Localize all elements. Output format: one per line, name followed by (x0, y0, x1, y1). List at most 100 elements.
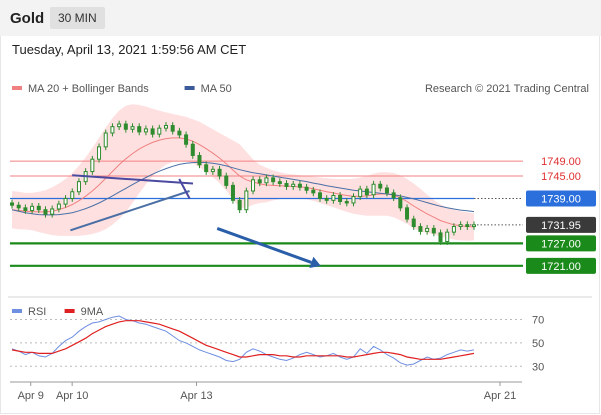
candle (63, 195, 68, 208)
candle (170, 122, 175, 135)
candle (277, 178, 282, 187)
candle (16, 201, 21, 212)
level-tag-1: 1745.00 (541, 171, 581, 183)
rsi-tick-2: 30 (532, 361, 544, 373)
candle (143, 125, 148, 136)
bollinger-band (12, 104, 474, 241)
candle (36, 202, 41, 214)
level-label-1: 1745.00 (541, 171, 581, 183)
candle (304, 183, 309, 194)
candle (177, 127, 182, 139)
x-tick-label-0: Apr 9 (18, 390, 44, 402)
symbol-title: Gold (10, 10, 45, 27)
candle (351, 193, 356, 207)
rsi-tick-1: 50 (532, 338, 544, 350)
header-bar: Gold 30 MIN (0, 0, 601, 36)
candle (70, 188, 75, 202)
x-tick-label-1: Apr 10 (56, 390, 88, 402)
level-label-2: 1739.00 (541, 193, 581, 205)
candle (50, 205, 55, 218)
rsi-legend-swatch-1 (64, 309, 75, 313)
x-tick-label-3: Apr 21 (484, 390, 516, 402)
candle (405, 204, 410, 223)
candle (103, 129, 108, 151)
candle (257, 176, 262, 187)
candle (418, 223, 423, 235)
level-label-5: 1721.00 (541, 261, 581, 273)
ma50-line (11, 161, 475, 216)
candle (291, 180, 296, 190)
candle (197, 152, 202, 169)
candle (451, 223, 456, 236)
level-tag-3: 1731.95 (526, 216, 596, 233)
candle (311, 186, 316, 197)
rsi-legend: RSI 9MA (12, 306, 104, 318)
level-label-0: 1749.00 (541, 156, 581, 168)
candle (264, 174, 269, 187)
main-legend: MA 20 + Bollinger Bands MA 50 (12, 83, 232, 95)
candle (445, 228, 450, 245)
candle (251, 176, 256, 195)
candle (76, 178, 81, 196)
candle (465, 221, 470, 230)
timeframe-badge[interactable]: 30 MIN (50, 7, 105, 29)
rsi-legend-swatch-0 (12, 309, 22, 313)
level-tag-5: 1721.00 (526, 257, 596, 274)
candle (458, 221, 463, 230)
candle (163, 122, 169, 132)
trendline-0 (70, 190, 190, 232)
candle (384, 184, 389, 197)
x-tick-label-2: Apr 13 (180, 390, 212, 402)
candle (364, 185, 369, 199)
candle (431, 225, 436, 237)
rsi-legend-label-0: RSI (28, 306, 46, 318)
candle (23, 204, 28, 214)
candle (43, 206, 48, 218)
candle (123, 120, 128, 133)
candle (344, 198, 349, 207)
candle (284, 180, 289, 190)
trendline-2 (178, 178, 191, 199)
projection-arrow-head (309, 256, 321, 269)
level-tag-2: 1739.00 (526, 190, 596, 207)
candle (110, 123, 115, 137)
candle (378, 180, 383, 192)
level-labels: 1749.00 1745.00 1739.00 1731.95 1727.00 1721.… (526, 156, 596, 274)
projection-arrow (216, 226, 312, 264)
level-tag-0: 1749.00 (541, 156, 581, 168)
candle (210, 165, 215, 175)
level-tag-4: 1727.00 (526, 235, 596, 252)
legend-label-1: MA 50 (201, 83, 232, 95)
candle (411, 215, 416, 230)
candle (9, 199, 15, 209)
candle (358, 185, 363, 200)
candle (190, 140, 195, 159)
trendline-1 (72, 174, 194, 185)
candle (97, 143, 102, 163)
candle (271, 174, 276, 186)
rsi-legend-label-1: 9MA (81, 306, 104, 318)
candle (331, 192, 336, 204)
price-panel (9, 104, 523, 269)
rsi-tick-0: 70 (532, 315, 544, 327)
rsi-ma-line (11, 320, 475, 360)
candle (317, 189, 323, 202)
candle (56, 200, 61, 213)
rsi-panel: 70 50 30 (10, 315, 544, 373)
legend-swatch-1 (184, 86, 195, 90)
candle (90, 155, 95, 175)
candle (217, 165, 222, 180)
candle (398, 194, 403, 212)
candle (130, 123, 135, 133)
candle (391, 189, 396, 202)
candle (117, 120, 122, 131)
candle (230, 182, 235, 204)
candle (324, 195, 329, 204)
level-label-4: 1727.00 (541, 238, 581, 250)
candle (438, 229, 443, 245)
candle (371, 180, 376, 199)
candle (150, 125, 155, 138)
candle (297, 180, 302, 191)
candle (244, 187, 249, 214)
